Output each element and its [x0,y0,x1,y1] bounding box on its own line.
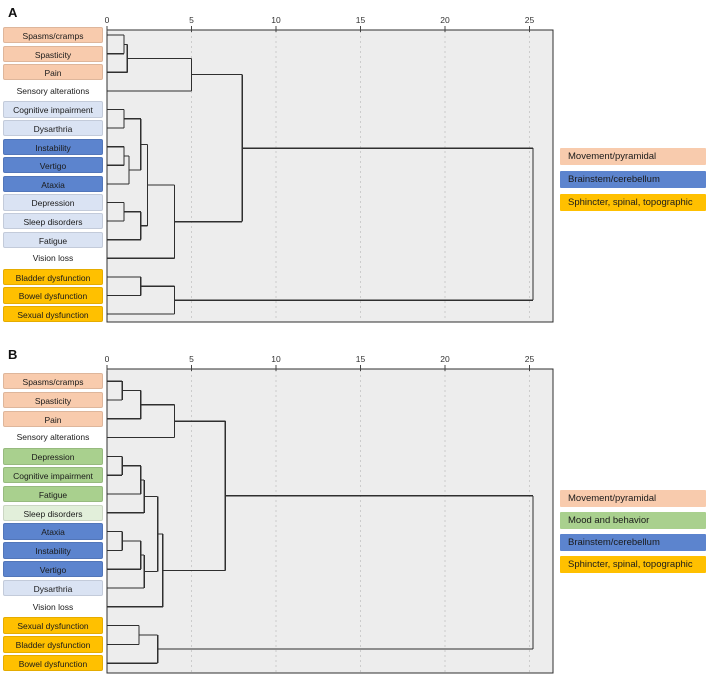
leaf-label: Sensory alterations [16,85,90,96]
axis-tick-label: 0 [105,15,110,25]
leaf-label: Ataxia [3,175,103,192]
leaf-label: Instability [3,138,103,155]
plot-area [106,368,554,674]
legend-item: Brainstem/cerebellum [560,534,706,551]
leaf-label: Ataxia [3,523,103,540]
axis-tick-label: 20 [440,354,450,364]
panel-b: 0 5 10 15 20 25 B Spasms/cramps Spasticity Pain… [0,342,708,679]
legend-item: Sphincter, spinal, topographic [560,194,706,211]
axis-tick-label: 25 [525,15,535,25]
axis-tick-label: 25 [525,354,535,364]
legend-item: Movement/pyramidal [560,490,706,507]
leaf-label: Sleep disorders [3,504,103,521]
legend-item: Movement/pyramidal [560,148,706,165]
legend-item: Sphincter, spinal, topographic [560,556,706,573]
panel-letter-b: B [8,347,18,362]
plot-area [106,29,554,323]
axis-tick-label: 0 [105,354,110,364]
leaf-label: Sexual dysfunction [3,617,103,634]
leaf-label: Instability [3,542,103,559]
leaf-label: Depression [3,448,103,465]
leaf-label: Vision loss [32,601,74,612]
axis-tick-label: 20 [440,15,450,25]
leaf-label: Depression [3,194,103,211]
leaf-label: Cognitive impairment [3,467,103,484]
leaf-label: Vertigo [3,157,103,174]
dendrogram-plot-b: 0 5 10 15 20 25 [105,354,554,674]
leaf-label: Fatigue [3,231,103,248]
leaf-label: Bladder dysfunction [3,636,103,653]
leaf-label: Spasticity [3,391,103,409]
leaf-label: Pain [3,64,103,81]
panel-a: 0 5 10 15 20 25 A Spasms/cramps Spasticity Pain… [3,5,706,323]
leaf-label: Sensory alterations [16,432,90,443]
axis-tick-label: 10 [271,354,281,364]
axis-tick-label: 10 [271,15,281,25]
axis-tick-label: 5 [189,15,194,25]
leaf-label: Dysarthria [3,579,103,597]
leaf-label: Cognitive impairment [3,101,103,118]
leaf-label: Spasticity [3,45,103,62]
axis-tick-label: 15 [356,15,366,25]
leaf-label: Vision loss [32,253,74,264]
leaf-label: Dysarthria [3,120,103,137]
leaf-label: Sleep disorders [3,213,103,230]
leaf-label: Fatigue [3,485,103,503]
leaf-label: Bladder dysfunction [3,268,103,285]
leaf-label: Spasms/cramps [3,373,103,390]
leaf-label: Vertigo [3,561,103,578]
axis-tick-label: 5 [189,354,194,364]
panel-letter-a: A [8,5,18,20]
leaf-label: Pain [3,410,103,427]
leaf-label: Bowel dysfunction [3,655,103,672]
legend-item: Brainstem/cerebellum [560,171,706,188]
leaf-label: Bowel dysfunction [3,287,103,304]
leaf-label: Sexual dysfunction [3,306,103,323]
leaf-label: Spasms/cramps [3,27,103,44]
axis-tick-label: 15 [356,354,366,364]
dendrogram-plot-a: 0 5 10 15 20 25 [105,15,554,323]
legend-item: Mood and behavior [560,512,706,529]
